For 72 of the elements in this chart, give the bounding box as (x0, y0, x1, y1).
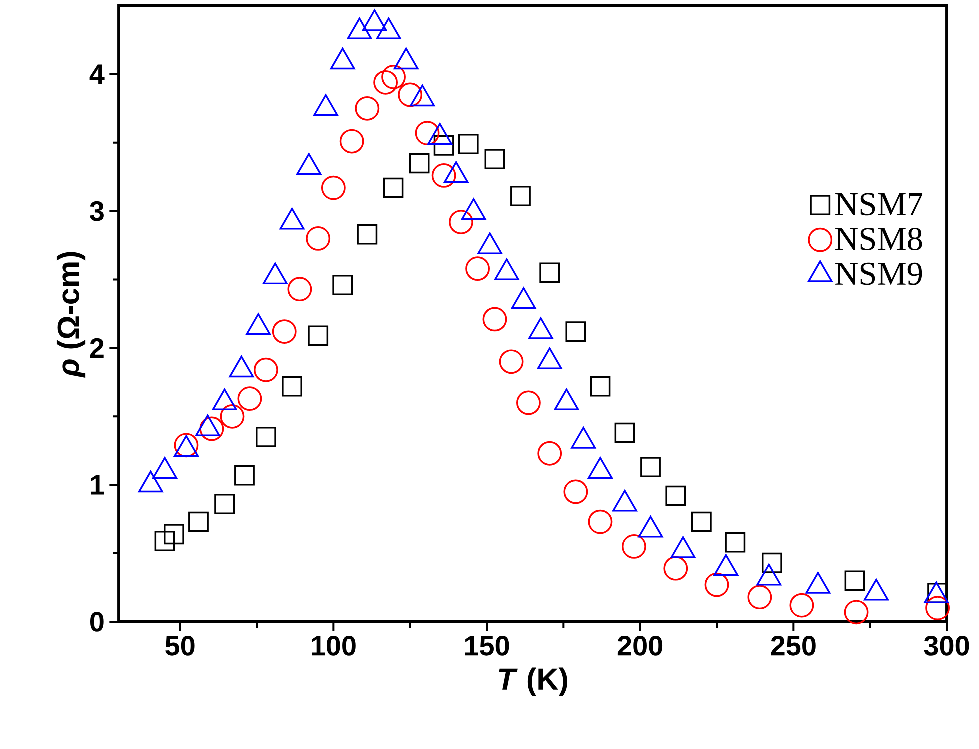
y-tick-label: 0 (90, 612, 104, 632)
point (564, 480, 588, 504)
point (374, 70, 398, 95)
point (725, 532, 746, 553)
point (238, 386, 262, 412)
point (484, 149, 506, 170)
point (844, 570, 866, 592)
point (308, 326, 329, 346)
point (220, 404, 245, 429)
point (844, 600, 869, 625)
point (164, 524, 184, 545)
point (432, 164, 456, 188)
point (640, 457, 661, 478)
point (154, 531, 176, 552)
point (355, 96, 380, 121)
point (282, 376, 302, 397)
point (466, 256, 490, 282)
point (790, 593, 814, 618)
x-tick-label: 100 (312, 636, 356, 656)
point (499, 350, 524, 374)
point (666, 486, 686, 506)
point (188, 512, 209, 532)
point (510, 186, 531, 206)
y-tick-label: 4 (90, 64, 105, 84)
point (200, 416, 224, 442)
point (332, 275, 354, 296)
point (256, 426, 276, 448)
point (704, 572, 730, 598)
legend-label: NSM7 (836, 193, 923, 216)
point (566, 322, 586, 342)
point (926, 596, 950, 620)
x-tick-label: 50 (166, 636, 195, 656)
point (458, 134, 479, 154)
point (321, 176, 346, 200)
point (340, 129, 364, 154)
point (590, 376, 611, 397)
point (382, 64, 406, 90)
point (272, 320, 297, 344)
x-axis-title: T (K) (499, 668, 568, 696)
point (516, 390, 541, 416)
point (449, 210, 474, 234)
point (234, 465, 255, 486)
point (614, 422, 636, 444)
legend-label: NSM9 (836, 262, 922, 286)
y-axis-title: ρ (Ω-cm) (56, 252, 86, 378)
point (538, 441, 562, 466)
point (482, 307, 508, 332)
y-tick-label: 3 (90, 201, 104, 222)
y-tick-label: 1 (91, 475, 104, 495)
point (434, 135, 454, 156)
point (748, 585, 772, 610)
legend-label: NSM8 (836, 228, 922, 250)
point (214, 494, 236, 514)
point (254, 358, 278, 382)
point (357, 224, 378, 245)
point (383, 178, 404, 198)
point (622, 534, 646, 559)
point (409, 153, 430, 174)
point (306, 226, 331, 251)
point (398, 82, 423, 108)
point (540, 262, 560, 284)
point (415, 121, 440, 146)
y-tick-label: 2 (90, 338, 104, 358)
point (664, 556, 688, 581)
point (288, 277, 312, 302)
x-tick-label: 250 (771, 636, 816, 656)
x-tick-label: 150 (465, 636, 510, 656)
point (588, 510, 613, 534)
x-tick-label: 200 (618, 636, 663, 656)
point (762, 552, 782, 574)
x-tick-label: 300 (924, 636, 970, 656)
point (691, 512, 712, 532)
